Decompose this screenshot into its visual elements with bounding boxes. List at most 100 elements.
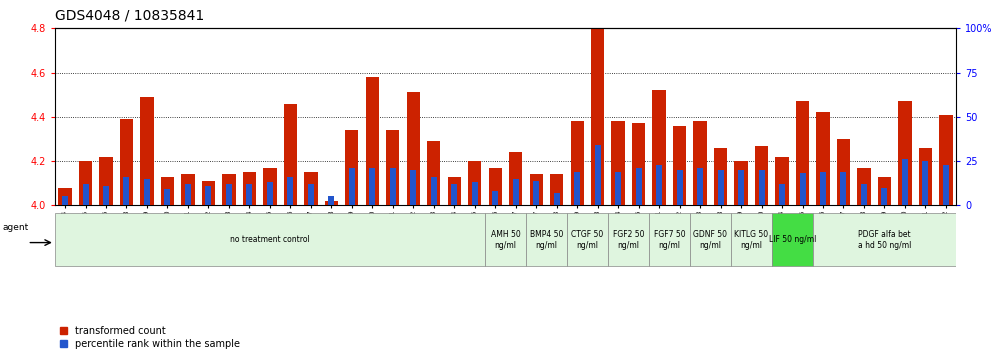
Bar xyxy=(243,172,256,205)
Bar xyxy=(185,184,191,205)
Bar xyxy=(877,177,891,205)
Bar xyxy=(861,184,867,205)
Bar xyxy=(181,175,194,205)
Text: CTGF 50
ng/ml: CTGF 50 ng/ml xyxy=(572,230,604,250)
Bar xyxy=(939,115,952,205)
Text: AMH 50
ng/ml: AMH 50 ng/ml xyxy=(491,230,520,250)
Text: LIF 50 ng/ml: LIF 50 ng/ml xyxy=(769,235,816,244)
Bar xyxy=(308,184,314,205)
Bar xyxy=(485,213,526,266)
Bar xyxy=(100,157,113,205)
Bar xyxy=(530,175,543,205)
Text: FGF2 50
ng/ml: FGF2 50 ng/ml xyxy=(613,230,644,250)
Bar xyxy=(513,179,519,205)
Bar xyxy=(632,124,645,205)
Bar xyxy=(635,168,641,205)
Text: agent: agent xyxy=(3,223,29,232)
Bar xyxy=(755,145,768,205)
Text: PDGF alfa bet
a hd 50 ng/ml: PDGF alfa bet a hd 50 ng/ml xyxy=(858,230,911,250)
Bar xyxy=(697,168,703,205)
Bar xyxy=(288,177,294,205)
Bar xyxy=(943,165,949,205)
Bar xyxy=(714,148,727,205)
Bar xyxy=(468,161,481,205)
Bar xyxy=(103,186,109,205)
Bar xyxy=(595,145,601,205)
Bar xyxy=(346,130,359,205)
Bar xyxy=(222,175,236,205)
Bar xyxy=(526,213,567,266)
Bar xyxy=(574,172,580,205)
Bar xyxy=(858,168,871,205)
Bar xyxy=(144,179,150,205)
Bar xyxy=(431,177,437,205)
Bar xyxy=(325,201,338,205)
Bar xyxy=(366,77,378,205)
Bar xyxy=(83,184,89,205)
Text: BMP4 50
ng/ml: BMP4 50 ng/ml xyxy=(530,230,563,250)
Bar xyxy=(164,189,170,205)
Bar xyxy=(267,182,273,205)
Bar xyxy=(796,101,809,205)
Bar xyxy=(673,126,686,205)
Text: no treatment control: no treatment control xyxy=(230,235,310,244)
Bar xyxy=(329,196,335,205)
Bar xyxy=(616,172,622,205)
Bar xyxy=(472,182,478,205)
Legend: transformed count, percentile rank within the sample: transformed count, percentile rank withi… xyxy=(60,326,240,349)
Bar xyxy=(55,213,485,266)
Bar xyxy=(120,119,133,205)
Bar xyxy=(881,188,887,205)
Bar xyxy=(841,172,847,205)
Bar xyxy=(533,181,539,205)
Bar xyxy=(550,175,564,205)
Bar xyxy=(922,161,928,205)
Bar xyxy=(717,170,723,205)
Bar xyxy=(676,170,682,205)
Bar xyxy=(389,168,395,205)
Bar xyxy=(759,170,765,205)
Bar xyxy=(451,184,457,205)
Bar xyxy=(567,213,608,266)
Bar xyxy=(124,177,129,205)
Bar xyxy=(226,184,232,205)
Bar xyxy=(59,188,72,205)
Bar xyxy=(648,213,690,266)
Bar xyxy=(656,165,662,205)
Text: KITLG 50
ng/ml: KITLG 50 ng/ml xyxy=(734,230,768,250)
Bar xyxy=(800,173,806,205)
Bar xyxy=(370,168,375,205)
Bar xyxy=(813,213,956,266)
Bar xyxy=(693,121,707,205)
Bar xyxy=(447,177,461,205)
Bar xyxy=(738,170,744,205)
Bar xyxy=(246,184,252,205)
Bar xyxy=(554,193,560,205)
Bar xyxy=(62,196,68,205)
Bar xyxy=(386,130,399,205)
Bar xyxy=(79,161,93,205)
Bar xyxy=(731,213,772,266)
Bar xyxy=(690,213,731,266)
Bar xyxy=(772,213,813,266)
Bar xyxy=(205,186,211,205)
Bar xyxy=(918,148,932,205)
Bar xyxy=(779,184,785,205)
Bar xyxy=(775,157,789,205)
Bar xyxy=(820,172,826,205)
Text: GDS4048 / 10835841: GDS4048 / 10835841 xyxy=(55,8,204,22)
Bar xyxy=(837,139,851,205)
Text: GDNF 50
ng/ml: GDNF 50 ng/ml xyxy=(693,230,727,250)
Bar xyxy=(160,177,174,205)
Bar xyxy=(652,90,665,205)
Bar xyxy=(140,97,153,205)
Bar xyxy=(817,113,830,205)
Bar xyxy=(902,159,908,205)
Bar xyxy=(406,92,420,205)
Bar xyxy=(263,168,277,205)
Bar xyxy=(509,152,522,205)
Bar xyxy=(284,104,297,205)
Bar xyxy=(608,213,648,266)
Bar xyxy=(612,121,624,205)
Bar xyxy=(571,121,584,205)
